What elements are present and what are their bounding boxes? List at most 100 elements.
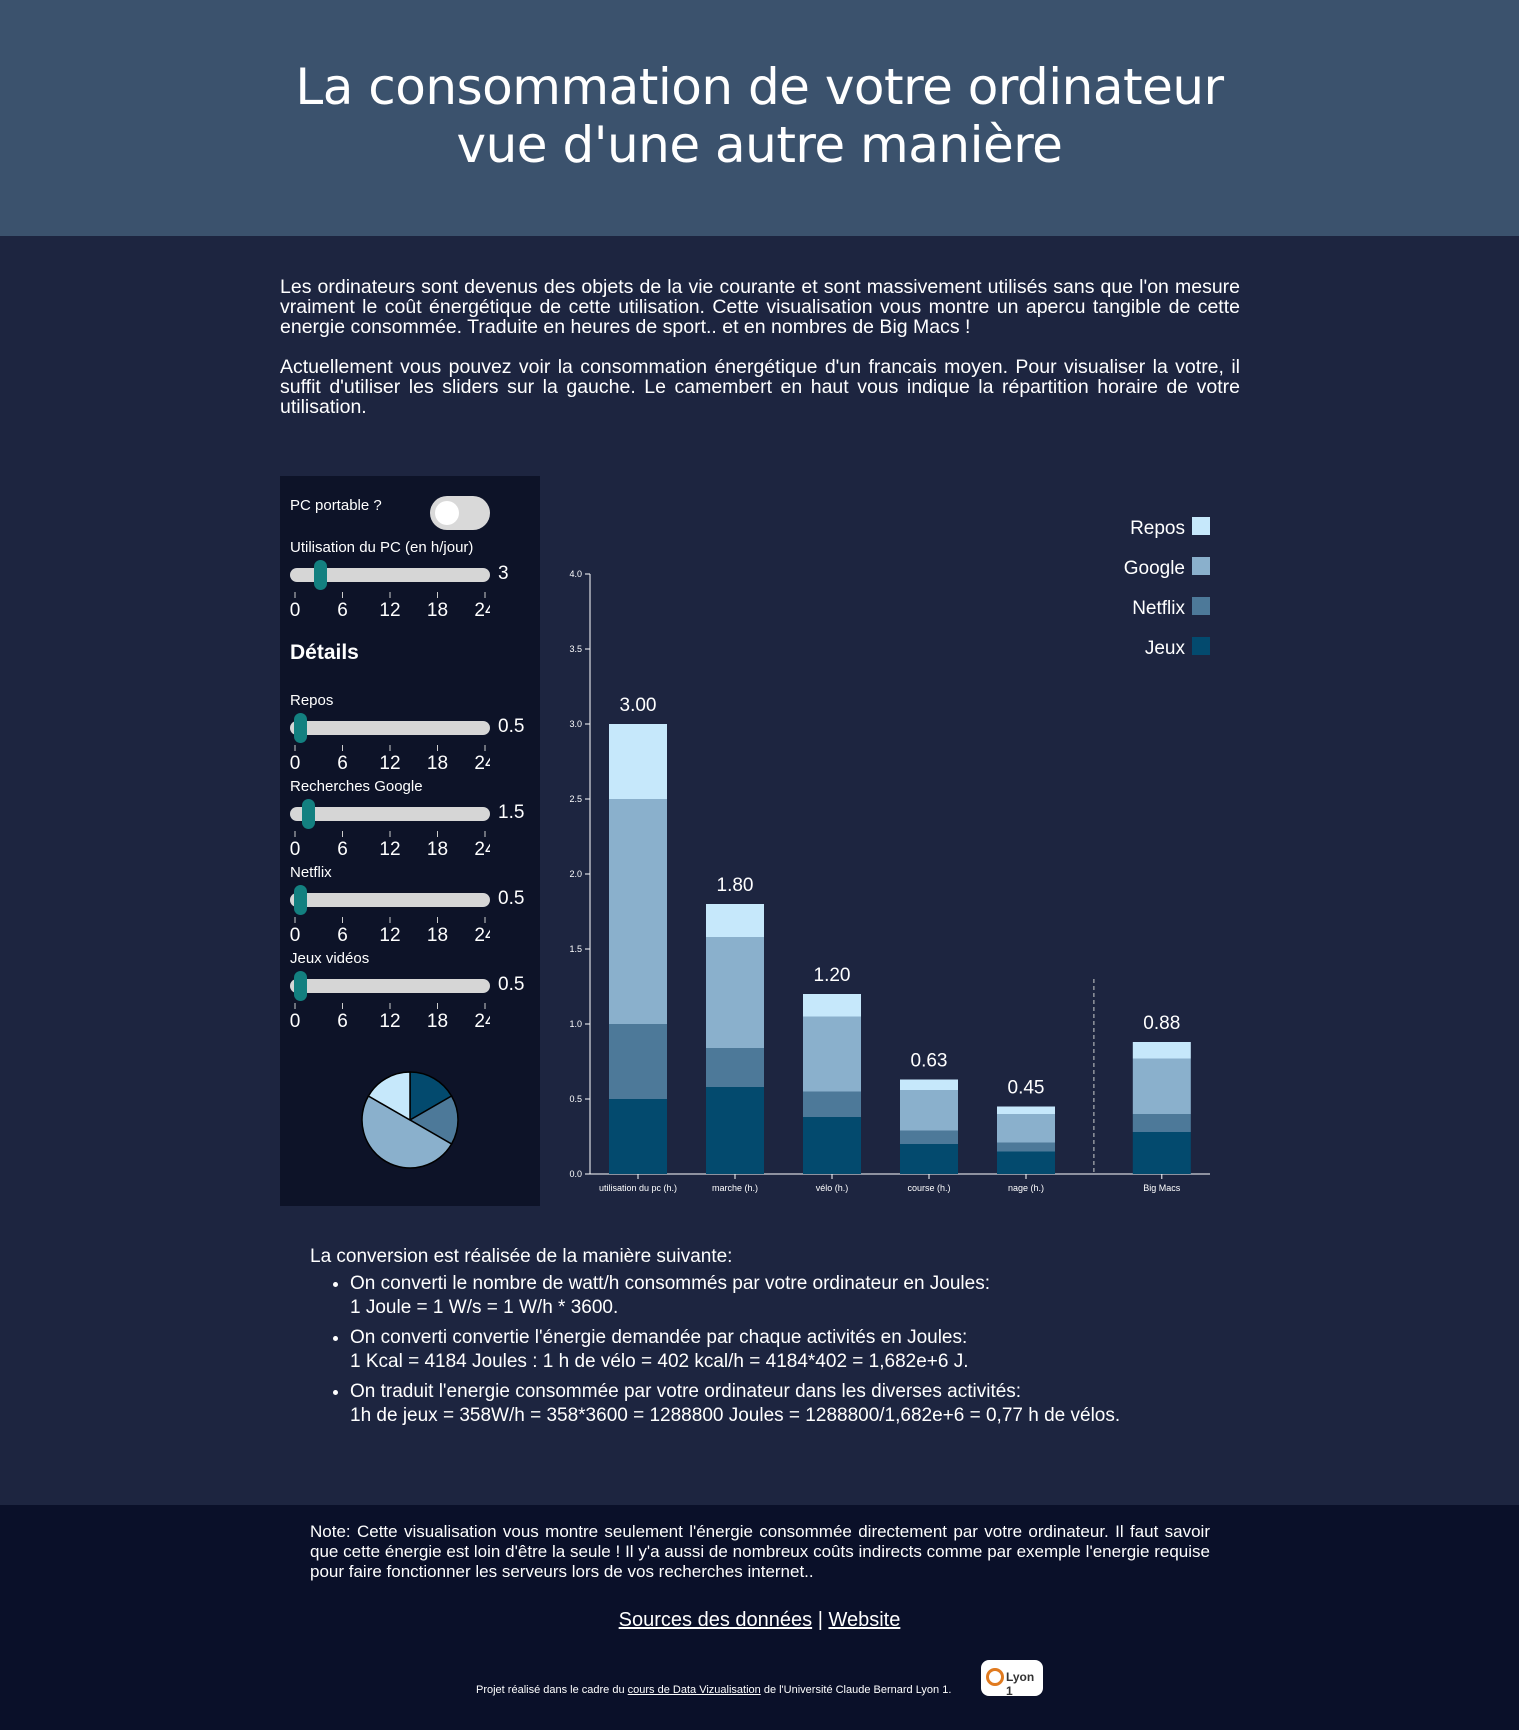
- bar-segment-netflix: [609, 1024, 667, 1099]
- slider-thumb[interactable]: [293, 885, 307, 915]
- repos-slider[interactable]: 0 6 12 18 24 0.5: [290, 713, 524, 773]
- bar-segment-netflix: [803, 1091, 861, 1117]
- slider-tick-label: 6: [337, 839, 348, 859]
- conversion-title: La conversion est réalisée de la manière…: [310, 1246, 733, 1267]
- jeux-slider[interactable]: 0 6 12 18 24 0.5: [290, 971, 524, 1031]
- x-tick-label: Big Macs: [1143, 1183, 1181, 1193]
- slider-tick-label: 18: [427, 1011, 448, 1031]
- usage-slider-label: Utilisation du PC (en h/jour): [290, 539, 474, 556]
- y-tick-label: 3.5: [569, 644, 582, 654]
- conversion-item-2-line-1: On converti convertie l'énergie demandée…: [350, 1327, 968, 1348]
- y-tick-label: 1.5: [569, 944, 582, 954]
- slider-track[interactable]: [290, 979, 490, 993]
- pie-slice-repos: [367, 1071, 411, 1122]
- laptop-toggle[interactable]: [430, 496, 490, 530]
- page-title: La consommation de votre ordinateur vue d…: [0, 58, 1519, 174]
- title-line-2: vue d'une autre manière: [456, 116, 1063, 174]
- y-tick-label: 2.0: [569, 869, 582, 879]
- list-item: On converti convertie l'énergie demandée…: [350, 1326, 1250, 1374]
- bar-segment-repos: [803, 994, 861, 1017]
- bar-total-label: 0.63: [911, 1051, 948, 1072]
- bar-segment-jeux: [1132, 1132, 1191, 1174]
- slider-tick-label: 24: [474, 753, 490, 773]
- bar-segment-jeux: [609, 1099, 667, 1174]
- pie-slice-jeux: [409, 1071, 453, 1122]
- bar-segment-repos: [1132, 1042, 1191, 1059]
- bar-total-label: 0.88: [1143, 1013, 1180, 1034]
- bar-segment-repos: [706, 904, 764, 937]
- slider-tick-label: 12: [379, 753, 400, 773]
- bar-segment-repos: [900, 1079, 958, 1090]
- slider-track[interactable]: [290, 893, 490, 907]
- slider-tick-label: 18: [427, 839, 448, 859]
- slider-tick-label: 0: [290, 925, 300, 945]
- slider-tick-label: 12: [379, 925, 400, 945]
- bar-segment-repos: [609, 724, 667, 799]
- x-tick-label: marche (h.): [712, 1183, 758, 1193]
- slider-thumb[interactable]: [293, 713, 307, 743]
- netflix-slider-value: 0.5: [498, 888, 525, 909]
- bar-segment-google: [706, 937, 764, 1048]
- slider-track[interactable]: [290, 568, 490, 582]
- bar-segment-google: [609, 799, 667, 1024]
- slider-track[interactable]: [290, 807, 490, 821]
- usage-slider[interactable]: 0 6 12 18 24 3: [290, 560, 509, 620]
- slider-tick-label: 0: [290, 1011, 300, 1031]
- legend-swatch-jeux: [1192, 637, 1210, 655]
- slider-tick-label: 12: [379, 600, 400, 620]
- bar-total-label: 1.20: [814, 965, 851, 986]
- bar-segment-google: [803, 1016, 861, 1092]
- legend-label-jeux: Jeux: [1145, 638, 1186, 659]
- conversion-item-3-line-1: On traduit l'energie consommée par votre…: [350, 1381, 1022, 1402]
- conversion-list: On converti le nombre de watt/h consommé…: [310, 1272, 1250, 1434]
- list-item: On traduit l'energie consommée par votre…: [350, 1380, 1250, 1428]
- bar-segment-netflix: [900, 1130, 958, 1144]
- bar-total-label: 1.80: [717, 875, 754, 896]
- slider-tick-label: 6: [337, 1011, 348, 1031]
- netflix-slider[interactable]: 0 6 12 18 24 0.5: [290, 885, 524, 945]
- repos-slider-value: 0.5: [498, 716, 525, 737]
- bar-segment-jeux: [900, 1144, 958, 1174]
- slider-tick-label: 12: [379, 839, 400, 859]
- repos-slider-label: Repos: [290, 692, 334, 709]
- netflix-slider-label: Netflix: [290, 864, 332, 881]
- slider-thumb[interactable]: [313, 560, 327, 590]
- y-tick-label: 0.5: [569, 1094, 582, 1104]
- details-heading: Détails: [290, 641, 359, 664]
- credit-suffix: de l'Université Claude Bernard Lyon 1.: [760, 1684, 952, 1696]
- google-slider-label: Recherches Google: [290, 778, 423, 795]
- y-tick-label: 1.0: [569, 1019, 582, 1029]
- slider-track[interactable]: [290, 721, 490, 735]
- bar-segment-jeux: [997, 1151, 1055, 1174]
- slider-thumb[interactable]: [293, 971, 307, 1001]
- slider-tick-label: 0: [290, 753, 300, 773]
- slider-tick-label: 24: [474, 925, 490, 945]
- slider-tick-label: 24: [474, 1011, 490, 1031]
- lyon1-logo[interactable]: Lyon 1: [981, 1660, 1043, 1698]
- list-item: On converti le nombre de watt/h consommé…: [350, 1272, 1250, 1320]
- title-line-1: La consommation de votre ordinateur: [295, 58, 1224, 116]
- slider-tick-label: 6: [337, 753, 348, 773]
- bar-segment-netflix: [997, 1142, 1055, 1152]
- toggle-knob[interactable]: [435, 501, 459, 525]
- pie-slice-google: [361, 1094, 453, 1169]
- sources-link[interactable]: Sources des données: [618, 1609, 813, 1631]
- website-link[interactable]: Website: [828, 1609, 901, 1631]
- course-link[interactable]: cours de Data Vizualisation: [627, 1684, 761, 1696]
- usage-slider-value: 3: [498, 563, 509, 584]
- google-slider[interactable]: 0 6 12 18 24 1.5: [290, 799, 524, 859]
- lyon1-logo-text: Lyon 1: [1006, 1670, 1035, 1698]
- legend-swatch-repos: [1192, 517, 1210, 535]
- conversion-item-3-line-2: 1h de jeux = 358W/h = 358*3600 = 1288800…: [350, 1405, 1121, 1426]
- slider-thumb[interactable]: [301, 799, 315, 829]
- legend-label-netflix: Netflix: [1132, 598, 1185, 619]
- conversion-item-2-line-2: 1 Kcal = 4184 Joules : 1 h de vélo = 402…: [350, 1351, 969, 1372]
- footer-credit: Projet réalisé dans le cadre du cours de…: [476, 1684, 951, 1696]
- bar-total-label: 3.00: [620, 695, 657, 716]
- legend-swatch-netflix: [1192, 597, 1210, 615]
- legend-label-repos: Repos: [1130, 518, 1185, 539]
- energy-bar-chart: 0.0 0.5 1.0 1.5 2.0 2.5 3.0 3.5 4.0 3.00 utilisati…: [569, 517, 1210, 1193]
- y-tick-label: 4.0: [569, 569, 582, 579]
- slider-tick-label: 24: [474, 600, 490, 620]
- slider-tick-label: 18: [427, 753, 448, 773]
